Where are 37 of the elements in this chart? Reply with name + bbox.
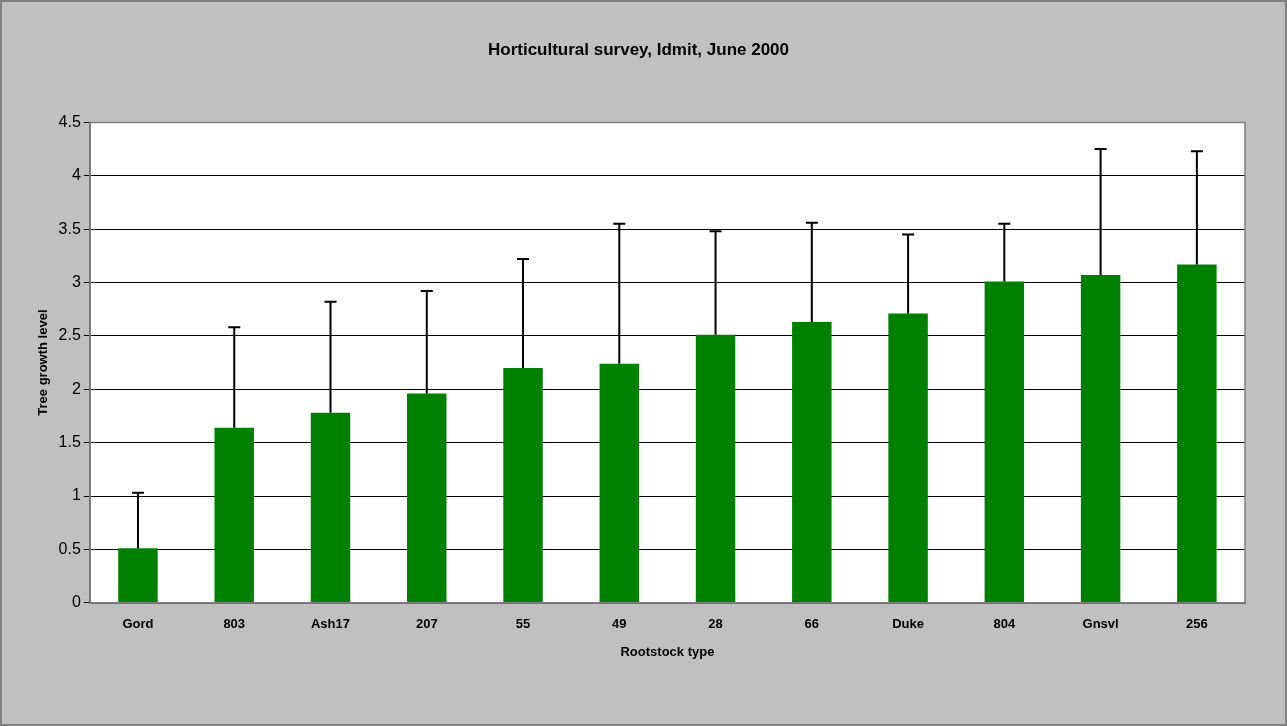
bar xyxy=(792,322,832,603)
bar xyxy=(214,427,254,603)
x-tick-label: 803 xyxy=(223,616,246,632)
x-tick-label: 207 xyxy=(415,616,438,632)
x-tick-label: 28 xyxy=(708,616,723,632)
y-tick-label: 0 xyxy=(71,593,81,611)
bar xyxy=(599,363,640,603)
y-tick-label: 4 xyxy=(71,166,81,184)
y-axis-title: Tree growth level xyxy=(35,309,51,416)
x-axis-title: Rootstock type xyxy=(620,643,715,659)
y-tick-label: 3 xyxy=(71,272,81,290)
bar xyxy=(1177,264,1217,603)
x-tick-label: Duke xyxy=(892,616,924,632)
y-tick-label: 4.5 xyxy=(58,112,81,130)
x-tick-label: 49 xyxy=(612,616,627,632)
bar xyxy=(888,313,928,603)
chart-title: Horticultural survey, Idmit, June 2000 xyxy=(487,39,790,59)
bar xyxy=(310,412,351,603)
x-tick-label: Gord xyxy=(122,616,154,632)
bar xyxy=(118,548,158,603)
x-tick-label: Ash17 xyxy=(310,616,351,632)
x-tick-label: 55 xyxy=(515,616,531,632)
bar xyxy=(407,393,447,603)
bar xyxy=(503,367,543,603)
bar xyxy=(1080,275,1121,603)
y-tick-label: 1 xyxy=(71,486,81,504)
y-tick-label: 2.5 xyxy=(58,326,81,344)
y-tick-label: 3.5 xyxy=(58,219,81,237)
x-tick-label: 66 xyxy=(804,616,820,632)
y-tick-label: 0.5 xyxy=(58,539,81,557)
x-tick-label: 804 xyxy=(993,616,1016,632)
bar xyxy=(984,281,1025,603)
y-tick-label: 1.5 xyxy=(58,433,81,451)
bar xyxy=(695,334,736,603)
x-tick-label: Gnsvl xyxy=(1082,616,1119,632)
x-tick-label: 256 xyxy=(1186,616,1208,632)
y-tick-label: 2 xyxy=(71,379,81,397)
